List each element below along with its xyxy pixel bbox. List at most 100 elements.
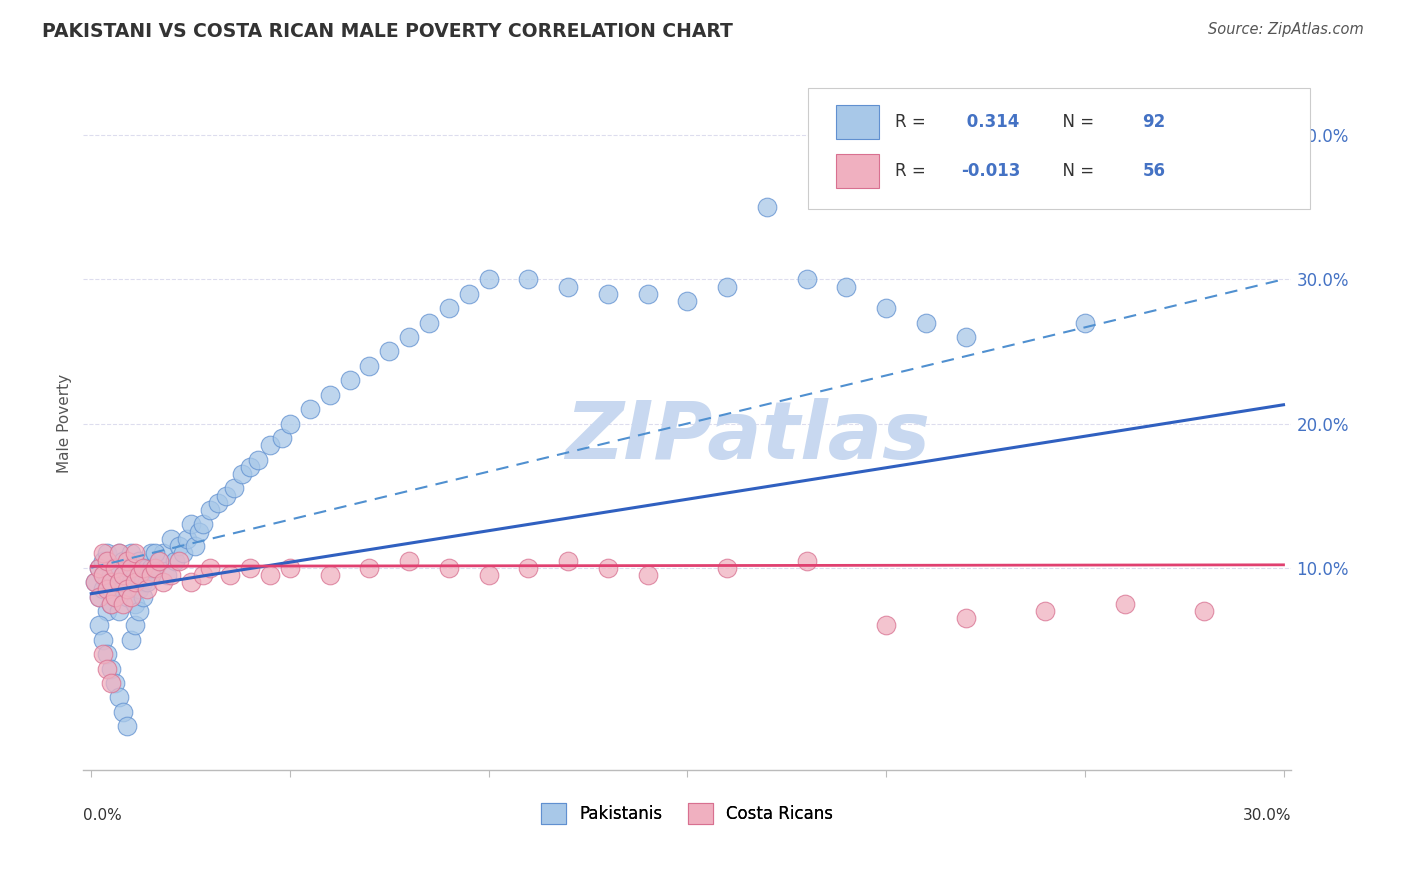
- Point: [120, 575, 142, 590]
- Point: [139, 568, 162, 582]
- Point: [437, 301, 460, 315]
- Point: [135, 575, 157, 590]
- Point: [200, 503, 222, 517]
- Point: [104, 590, 127, 604]
- Point: [259, 568, 281, 582]
- Point: [955, 330, 977, 344]
- Point: [100, 662, 122, 676]
- Point: [128, 553, 150, 567]
- Point: [457, 286, 479, 301]
- Point: [100, 582, 122, 597]
- Point: [180, 517, 202, 532]
- Point: [152, 546, 174, 560]
- Point: [84, 575, 107, 590]
- Point: [224, 482, 246, 496]
- Point: [89, 590, 111, 604]
- Point: [132, 560, 155, 574]
- Text: N =: N =: [1052, 161, 1099, 180]
- Point: [637, 568, 659, 582]
- Point: [676, 293, 699, 308]
- Point: [108, 546, 131, 560]
- Point: [755, 200, 778, 214]
- Point: [156, 568, 179, 582]
- Point: [91, 553, 114, 567]
- Point: [796, 272, 818, 286]
- Text: 0.314: 0.314: [962, 113, 1019, 131]
- Point: [207, 496, 229, 510]
- Point: [231, 467, 253, 481]
- Point: [132, 575, 155, 590]
- Point: [120, 560, 142, 574]
- Point: [557, 553, 579, 567]
- Text: N =: N =: [1052, 113, 1099, 131]
- Point: [517, 272, 540, 286]
- Point: [191, 517, 214, 532]
- Point: [89, 560, 111, 574]
- FancyBboxPatch shape: [837, 154, 879, 188]
- Point: [398, 330, 420, 344]
- Text: 92: 92: [1142, 113, 1166, 131]
- Point: [91, 568, 114, 582]
- Point: [875, 618, 897, 632]
- Text: 56: 56: [1142, 161, 1166, 180]
- Point: [159, 568, 181, 582]
- Point: [183, 539, 205, 553]
- Point: [148, 553, 170, 567]
- Point: [835, 279, 858, 293]
- Point: [278, 560, 301, 574]
- Point: [359, 560, 381, 574]
- Point: [875, 301, 897, 315]
- Point: [478, 568, 501, 582]
- Point: [1192, 604, 1215, 618]
- Point: [557, 279, 579, 293]
- Point: [115, 590, 138, 604]
- Point: [104, 560, 127, 574]
- Point: [132, 590, 155, 604]
- Point: [135, 560, 157, 574]
- Point: [112, 582, 135, 597]
- Legend: Pakistanis, Costa Ricans: Pakistanis, Costa Ricans: [534, 797, 839, 830]
- Point: [359, 359, 381, 373]
- Point: [91, 582, 114, 597]
- Point: [96, 553, 118, 567]
- Point: [91, 546, 114, 560]
- Point: [172, 546, 194, 560]
- Point: [215, 489, 238, 503]
- Point: [418, 316, 440, 330]
- Point: [596, 560, 619, 574]
- Point: [96, 647, 118, 661]
- Point: [124, 546, 146, 560]
- Point: [100, 597, 122, 611]
- Text: PAKISTANI VS COSTA RICAN MALE POVERTY CORRELATION CHART: PAKISTANI VS COSTA RICAN MALE POVERTY CO…: [42, 22, 733, 41]
- Y-axis label: Male Poverty: Male Poverty: [58, 374, 72, 473]
- Point: [716, 560, 738, 574]
- Point: [112, 553, 135, 567]
- Point: [339, 373, 361, 387]
- Point: [135, 582, 157, 597]
- Point: [143, 560, 166, 574]
- Point: [84, 575, 107, 590]
- Point: [176, 532, 198, 546]
- Point: [89, 560, 111, 574]
- Point: [115, 719, 138, 733]
- Text: Source: ZipAtlas.com: Source: ZipAtlas.com: [1208, 22, 1364, 37]
- Point: [517, 560, 540, 574]
- Point: [96, 575, 118, 590]
- Point: [200, 560, 222, 574]
- Point: [91, 568, 114, 582]
- Point: [108, 690, 131, 705]
- Point: [478, 272, 501, 286]
- Point: [914, 316, 936, 330]
- Point: [120, 632, 142, 647]
- Point: [124, 568, 146, 582]
- Point: [152, 575, 174, 590]
- Point: [143, 546, 166, 560]
- Point: [100, 597, 122, 611]
- Point: [398, 553, 420, 567]
- Point: [637, 286, 659, 301]
- Point: [100, 568, 122, 582]
- Point: [91, 647, 114, 661]
- Point: [112, 705, 135, 719]
- FancyBboxPatch shape: [808, 87, 1309, 209]
- Point: [167, 539, 190, 553]
